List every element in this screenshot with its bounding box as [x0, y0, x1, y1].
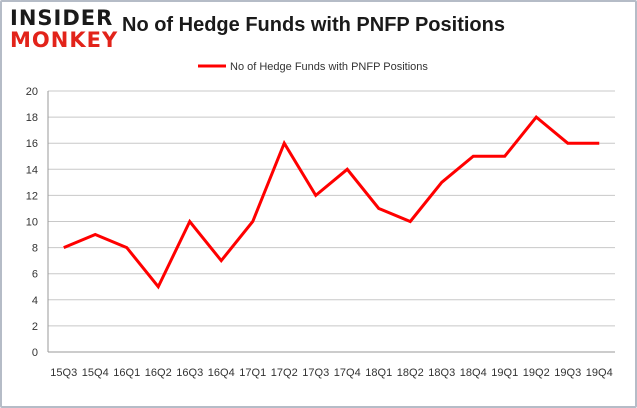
x-tick-label: 16Q1 — [113, 367, 140, 379]
insider-monkey-logo: INSIDER MONKEY — [10, 8, 118, 51]
legend-label: No of Hedge Funds with PNFP Positions — [230, 61, 428, 73]
y-tick-label: 2 — [32, 321, 38, 333]
y-tick-label: 12 — [26, 190, 38, 202]
logo-line-2: MONKEY — [10, 28, 119, 52]
axes — [47, 91, 615, 353]
legend: No of Hedge Funds with PNFP Positions — [198, 61, 428, 73]
y-tick-label: 6 — [32, 269, 38, 281]
y-tick-label: 14 — [26, 164, 38, 176]
y-tick-label: 10 — [26, 217, 38, 229]
chart-title: No of Hedge Funds with PNFP Positions — [122, 14, 505, 36]
x-tick-label: 16Q3 — [176, 367, 203, 379]
x-tick-label: 15Q3 — [50, 367, 77, 379]
x-tick-label: 19Q3 — [554, 367, 581, 379]
y-tick-label: 20 — [26, 86, 38, 98]
y-tick-label: 0 — [32, 347, 38, 359]
gridlines — [48, 90, 615, 353]
x-tick-label: 17Q4 — [334, 367, 361, 379]
series-lines — [63, 114, 600, 290]
y-tick-label: 8 — [32, 243, 38, 255]
series-line-0 — [63, 114, 600, 290]
x-tick-label: 17Q3 — [302, 367, 329, 379]
x-tick-label: 17Q1 — [239, 367, 266, 379]
x-tick-label: 18Q3 — [428, 367, 455, 379]
x-tick-label: 18Q4 — [460, 367, 487, 379]
y-tick-labels: 0 2 4 6 8 10 12 14 16 18 20 — [26, 86, 38, 359]
x-tick-label: 16Q4 — [208, 367, 235, 379]
y-tick-label: 4 — [32, 295, 38, 307]
x-tick-label: 19Q2 — [523, 367, 550, 379]
x-tick-label: 16Q2 — [145, 367, 172, 379]
x-tick-label: 18Q2 — [397, 367, 424, 379]
y-tick-label: 16 — [26, 138, 38, 150]
y-tick-label: 18 — [26, 112, 38, 124]
x-tick-label: 19Q1 — [491, 367, 518, 379]
logo-line-1: INSIDER — [10, 6, 114, 30]
x-tick-label: 19Q4 — [586, 367, 613, 379]
x-tick-label: 18Q1 — [365, 367, 392, 379]
x-tick-labels: 15Q3 15Q4 16Q1 16Q2 16Q3 16Q4 17Q1 17Q2 17Q3 17Q4… — [50, 367, 612, 379]
x-tick-label: 17Q2 — [271, 367, 298, 379]
x-tick-label: 15Q4 — [82, 367, 109, 379]
